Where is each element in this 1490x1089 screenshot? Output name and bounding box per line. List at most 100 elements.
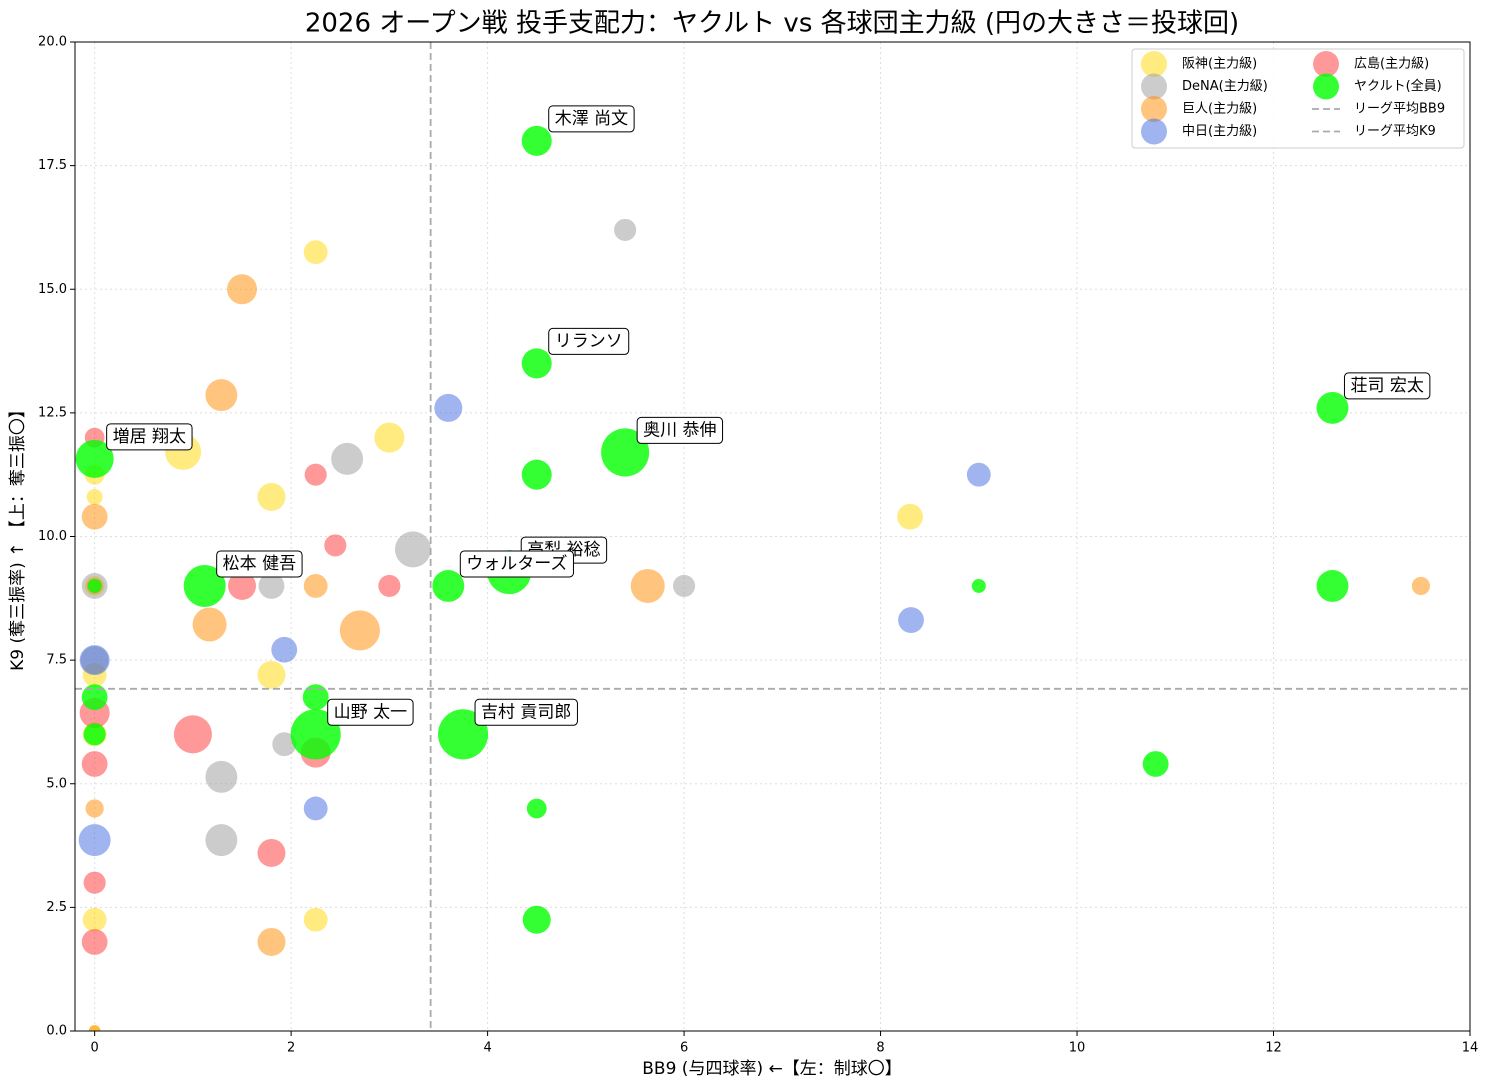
bubble xyxy=(1411,576,1431,596)
x-tick-label: 4 xyxy=(483,1041,491,1056)
annotation-box xyxy=(474,698,578,726)
x-tick-label: 6 xyxy=(680,1041,688,1056)
bubble xyxy=(1316,391,1349,424)
annotation-box xyxy=(106,423,193,451)
legend-marker xyxy=(1313,51,1339,77)
bubble xyxy=(258,573,285,599)
bubble xyxy=(378,574,401,598)
bubble xyxy=(522,905,551,934)
bubble xyxy=(324,534,347,557)
bubble xyxy=(88,1025,101,1031)
bubble xyxy=(521,459,552,490)
bubble xyxy=(302,684,329,711)
bubble xyxy=(271,636,298,663)
y-axis-label: K9 (奪三振率) ↑ 【上：奪三振〇】 xyxy=(8,401,28,671)
bubble xyxy=(966,462,991,487)
bubble xyxy=(257,927,286,956)
bubble xyxy=(83,723,106,746)
bubble xyxy=(432,569,465,602)
x-axis-label: BB9 (与四球率) ←【左：制球〇】 xyxy=(642,1059,901,1079)
bubble xyxy=(434,393,463,422)
annotation: 山野 太一 xyxy=(334,702,407,722)
bubble xyxy=(205,824,238,857)
bubble xyxy=(303,907,328,932)
y-tick-label: 0.0 xyxy=(46,1024,67,1039)
x-tick-label: 8 xyxy=(876,1041,884,1056)
legend: 阪神(主力級) DeNA(主力級) 巨人(主力級) 中日(主力級) 広島(主力級) ヤクル… xyxy=(1131,48,1465,149)
legend-marker xyxy=(1313,73,1339,100)
bubble xyxy=(75,439,114,478)
annotation: 吉村 貢司郎 xyxy=(481,702,571,722)
legend-label: リーグ平均K9 xyxy=(1354,124,1436,139)
bubble xyxy=(339,610,380,651)
bubble xyxy=(81,503,108,530)
legend-label: ヤクルト(全員) xyxy=(1354,78,1442,94)
bubble xyxy=(86,488,103,505)
annotation: 木澤 尚文 xyxy=(555,109,628,129)
annotation: 荘司 宏太 xyxy=(1350,376,1423,396)
bubble xyxy=(257,660,286,689)
plot-frame xyxy=(74,41,1471,1032)
bubble xyxy=(78,824,111,857)
legend-marker xyxy=(1141,118,1167,145)
bubble xyxy=(1142,751,1169,777)
annotation: 松本 健吾 xyxy=(223,554,296,574)
annotation-box xyxy=(216,550,303,578)
annotation: 奥川 恭伸 xyxy=(643,420,716,440)
annotation: ウォルターズ xyxy=(466,554,567,574)
bubble xyxy=(394,531,431,568)
bubble xyxy=(898,607,924,633)
bubble xyxy=(173,715,212,754)
bubble xyxy=(630,568,665,603)
annotation: リランソ xyxy=(555,331,623,351)
annotation-box xyxy=(1343,372,1431,400)
legend-label: DeNA(主力級) xyxy=(1182,79,1268,94)
bubble xyxy=(226,274,258,305)
legend-label: 広島(主力級) xyxy=(1354,57,1429,72)
legend-label: 阪神(主力級) xyxy=(1182,57,1257,72)
bubble xyxy=(87,578,102,593)
bubble xyxy=(614,218,637,241)
bubble xyxy=(81,684,108,711)
bubble xyxy=(228,571,257,600)
y-tick-label: 7.5 xyxy=(46,653,67,668)
bubble xyxy=(1316,569,1349,602)
bubble xyxy=(272,732,297,757)
y-tick-label: 20.0 xyxy=(38,35,67,50)
bubble xyxy=(192,607,227,642)
bubble xyxy=(331,442,364,475)
x-tick-label: 2 xyxy=(287,1041,295,1056)
y-tick-label: 10.0 xyxy=(38,529,67,544)
annotation: 増居 翔太 xyxy=(113,427,186,447)
legend-marker xyxy=(1141,73,1167,100)
legend-label: リーグ平均BB9 xyxy=(1354,102,1445,117)
chart-title: 2026 オープン戦 投手支配力：ヤクルト vs 各球団主力級 (円の大きさ＝投… xyxy=(305,9,1239,39)
annotation-box xyxy=(548,105,635,133)
legend-marker xyxy=(1141,96,1167,122)
bubble xyxy=(205,379,238,412)
bubble xyxy=(183,564,226,607)
y-tick-label: 12.5 xyxy=(38,405,67,420)
annotation-box xyxy=(459,550,574,578)
data-layer xyxy=(75,125,1431,1031)
y-tick-label: 15.0 xyxy=(38,282,67,297)
bubble xyxy=(303,240,328,265)
bubble xyxy=(673,574,696,598)
bubble xyxy=(257,838,286,867)
bubble xyxy=(83,871,106,894)
x-tick-label: 12 xyxy=(1265,1041,1282,1056)
bubble xyxy=(897,503,923,530)
x-tick-label: 10 xyxy=(1069,1041,1086,1056)
bubble xyxy=(303,796,328,821)
annotation-box xyxy=(548,327,630,355)
annotation-box xyxy=(327,698,414,726)
bubble xyxy=(82,907,107,932)
y-tick-label: 2.5 xyxy=(46,900,67,915)
bubble xyxy=(85,799,104,818)
bubble xyxy=(205,760,238,793)
x-tick-label: 14 xyxy=(1462,1041,1479,1056)
annotation-box xyxy=(636,416,724,444)
